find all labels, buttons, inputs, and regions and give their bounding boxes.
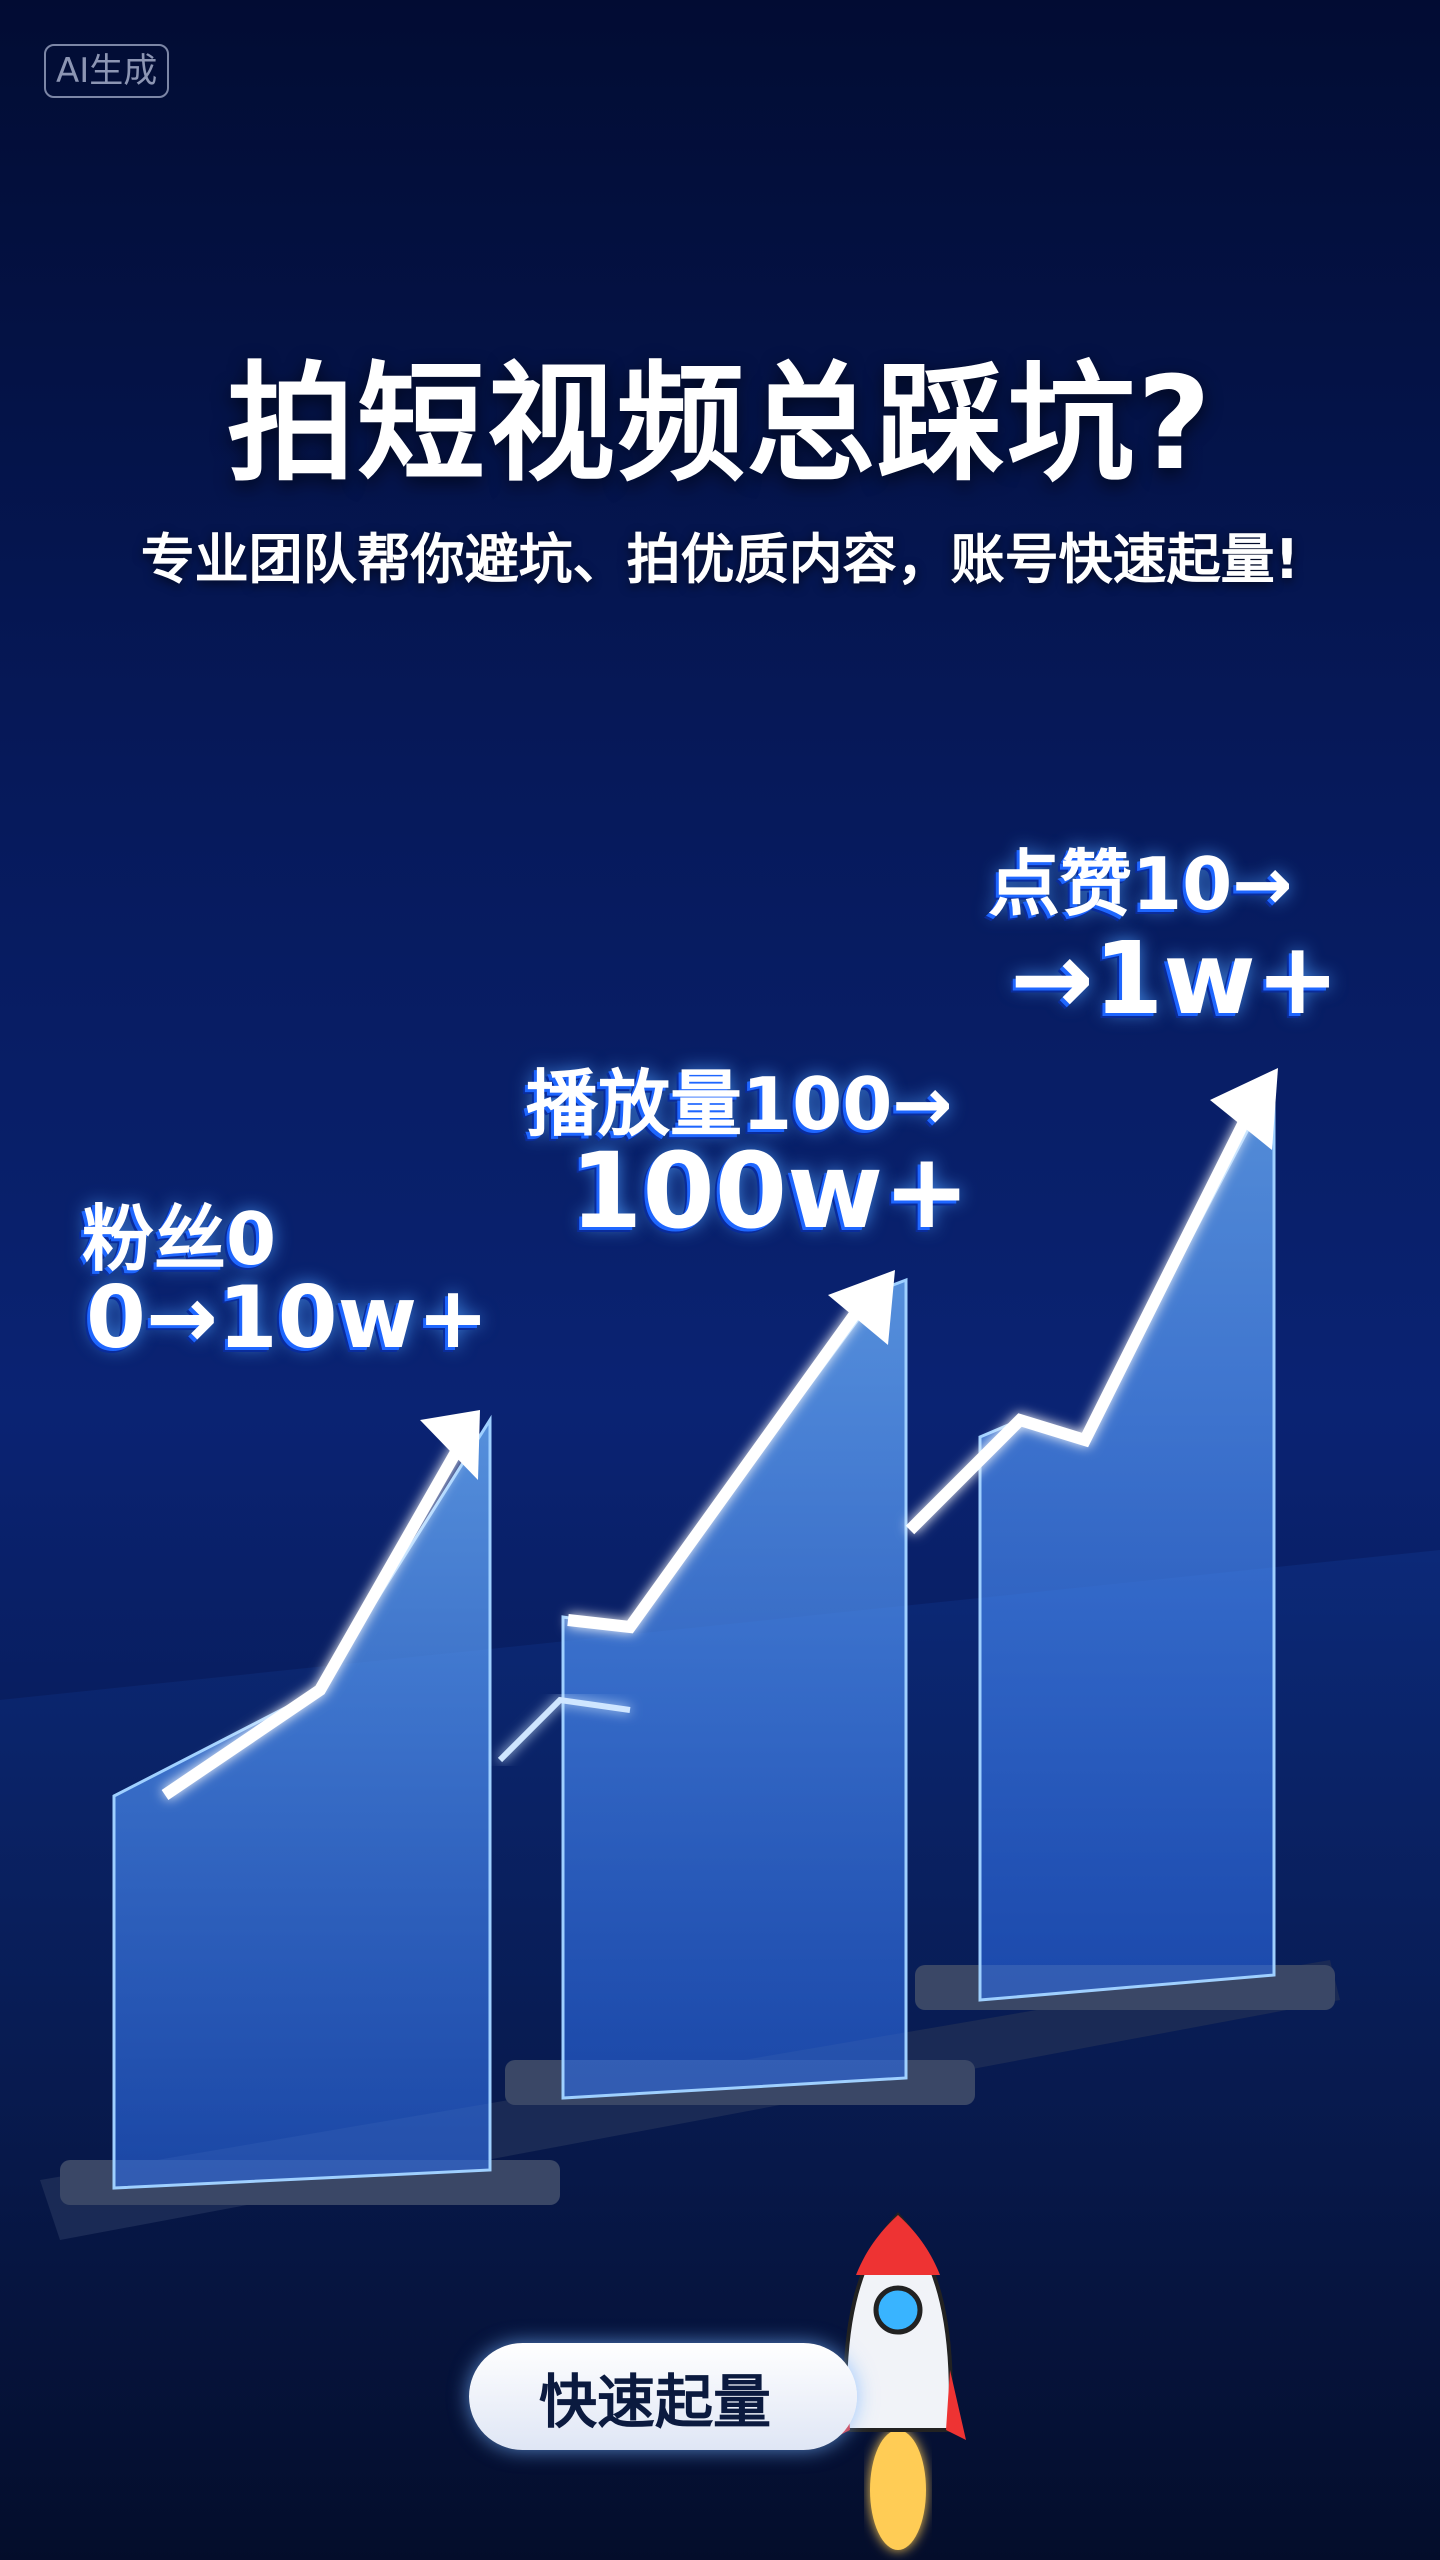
- arrow-up-right-icon: [1210, 1068, 1278, 1150]
- bar-likes: [905, 1068, 1335, 2010]
- bar-fans: [60, 1410, 560, 2205]
- fans-value: 0→10w+: [86, 1268, 490, 1368]
- plays-value: 100w+: [570, 1130, 971, 1252]
- subtitle: 专业团队帮你避坑、拍优质内容，账号快速起量!: [140, 528, 1300, 591]
- bar-plays: [505, 1270, 975, 2105]
- arrow-up-right-icon: [420, 1410, 480, 1480]
- likes-label: 点赞10→: [988, 842, 1293, 926]
- fans-label: 粉丝0: [82, 1197, 277, 1281]
- arrow-up-right-icon: [828, 1270, 895, 1345]
- plays-label: 播放量100→: [526, 1062, 953, 1146]
- cta-label: 快速起量: [539, 2367, 772, 2436]
- cta-button[interactable]: 快速起量: [469, 2343, 857, 2450]
- rocket-icon: [830, 2212, 966, 2550]
- ai-generated-badge: AI生成: [44, 44, 170, 98]
- page-title: 拍短视频总踩坑?: [226, 350, 1214, 499]
- likes-value: →1w+: [1010, 920, 1340, 1037]
